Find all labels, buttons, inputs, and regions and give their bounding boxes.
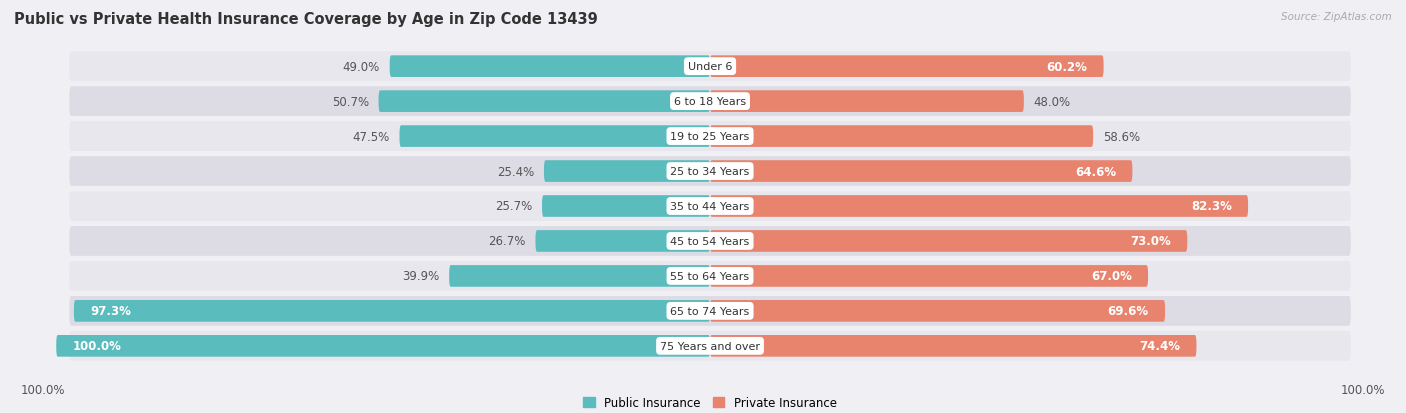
Text: 73.0%: 73.0% bbox=[1130, 235, 1171, 248]
FancyBboxPatch shape bbox=[75, 300, 710, 322]
Text: 25.4%: 25.4% bbox=[496, 165, 534, 178]
Text: Under 6: Under 6 bbox=[688, 62, 733, 72]
Text: 75 Years and over: 75 Years and over bbox=[659, 341, 761, 351]
Text: 58.6%: 58.6% bbox=[1102, 130, 1140, 143]
Text: 100.0%: 100.0% bbox=[73, 339, 121, 352]
FancyBboxPatch shape bbox=[399, 126, 710, 147]
FancyBboxPatch shape bbox=[449, 266, 710, 287]
Text: 60.2%: 60.2% bbox=[1046, 61, 1087, 74]
Text: 19 to 25 Years: 19 to 25 Years bbox=[671, 132, 749, 142]
FancyBboxPatch shape bbox=[710, 335, 1197, 357]
FancyBboxPatch shape bbox=[69, 122, 1351, 152]
Text: 64.6%: 64.6% bbox=[1076, 165, 1116, 178]
Text: 100.0%: 100.0% bbox=[1340, 384, 1385, 396]
Legend: Public Insurance, Private Insurance: Public Insurance, Private Insurance bbox=[578, 392, 842, 413]
FancyBboxPatch shape bbox=[389, 56, 710, 78]
Text: 67.0%: 67.0% bbox=[1091, 270, 1132, 283]
FancyBboxPatch shape bbox=[69, 192, 1351, 221]
FancyBboxPatch shape bbox=[69, 296, 1351, 326]
Text: 65 to 74 Years: 65 to 74 Years bbox=[671, 306, 749, 316]
FancyBboxPatch shape bbox=[710, 56, 1104, 78]
Text: 74.4%: 74.4% bbox=[1139, 339, 1180, 352]
Text: 6 to 18 Years: 6 to 18 Years bbox=[673, 97, 747, 107]
FancyBboxPatch shape bbox=[378, 91, 710, 113]
Text: 82.3%: 82.3% bbox=[1191, 200, 1232, 213]
FancyBboxPatch shape bbox=[710, 91, 1024, 113]
Text: Source: ZipAtlas.com: Source: ZipAtlas.com bbox=[1281, 12, 1392, 22]
FancyBboxPatch shape bbox=[69, 227, 1351, 256]
FancyBboxPatch shape bbox=[69, 52, 1351, 82]
Text: 26.7%: 26.7% bbox=[488, 235, 526, 248]
FancyBboxPatch shape bbox=[710, 230, 1187, 252]
FancyBboxPatch shape bbox=[710, 300, 1166, 322]
FancyBboxPatch shape bbox=[541, 196, 710, 217]
FancyBboxPatch shape bbox=[710, 126, 1092, 147]
Text: 55 to 64 Years: 55 to 64 Years bbox=[671, 271, 749, 281]
FancyBboxPatch shape bbox=[710, 196, 1249, 217]
FancyBboxPatch shape bbox=[69, 331, 1351, 361]
FancyBboxPatch shape bbox=[69, 261, 1351, 291]
Text: 97.3%: 97.3% bbox=[90, 305, 131, 318]
Text: 25 to 34 Years: 25 to 34 Years bbox=[671, 166, 749, 177]
FancyBboxPatch shape bbox=[69, 157, 1351, 186]
FancyBboxPatch shape bbox=[536, 230, 710, 252]
FancyBboxPatch shape bbox=[56, 335, 710, 357]
Text: 69.6%: 69.6% bbox=[1108, 305, 1149, 318]
FancyBboxPatch shape bbox=[710, 266, 1149, 287]
FancyBboxPatch shape bbox=[710, 161, 1132, 183]
Text: 100.0%: 100.0% bbox=[21, 384, 66, 396]
FancyBboxPatch shape bbox=[544, 161, 710, 183]
Text: 35 to 44 Years: 35 to 44 Years bbox=[671, 202, 749, 211]
Text: 25.7%: 25.7% bbox=[495, 200, 533, 213]
Text: 45 to 54 Years: 45 to 54 Years bbox=[671, 236, 749, 247]
Text: Public vs Private Health Insurance Coverage by Age in Zip Code 13439: Public vs Private Health Insurance Cover… bbox=[14, 12, 598, 27]
Text: 47.5%: 47.5% bbox=[353, 130, 389, 143]
Text: 49.0%: 49.0% bbox=[343, 61, 380, 74]
FancyBboxPatch shape bbox=[69, 87, 1351, 117]
Text: 48.0%: 48.0% bbox=[1033, 95, 1071, 108]
Text: 39.9%: 39.9% bbox=[402, 270, 439, 283]
Text: 50.7%: 50.7% bbox=[332, 95, 368, 108]
